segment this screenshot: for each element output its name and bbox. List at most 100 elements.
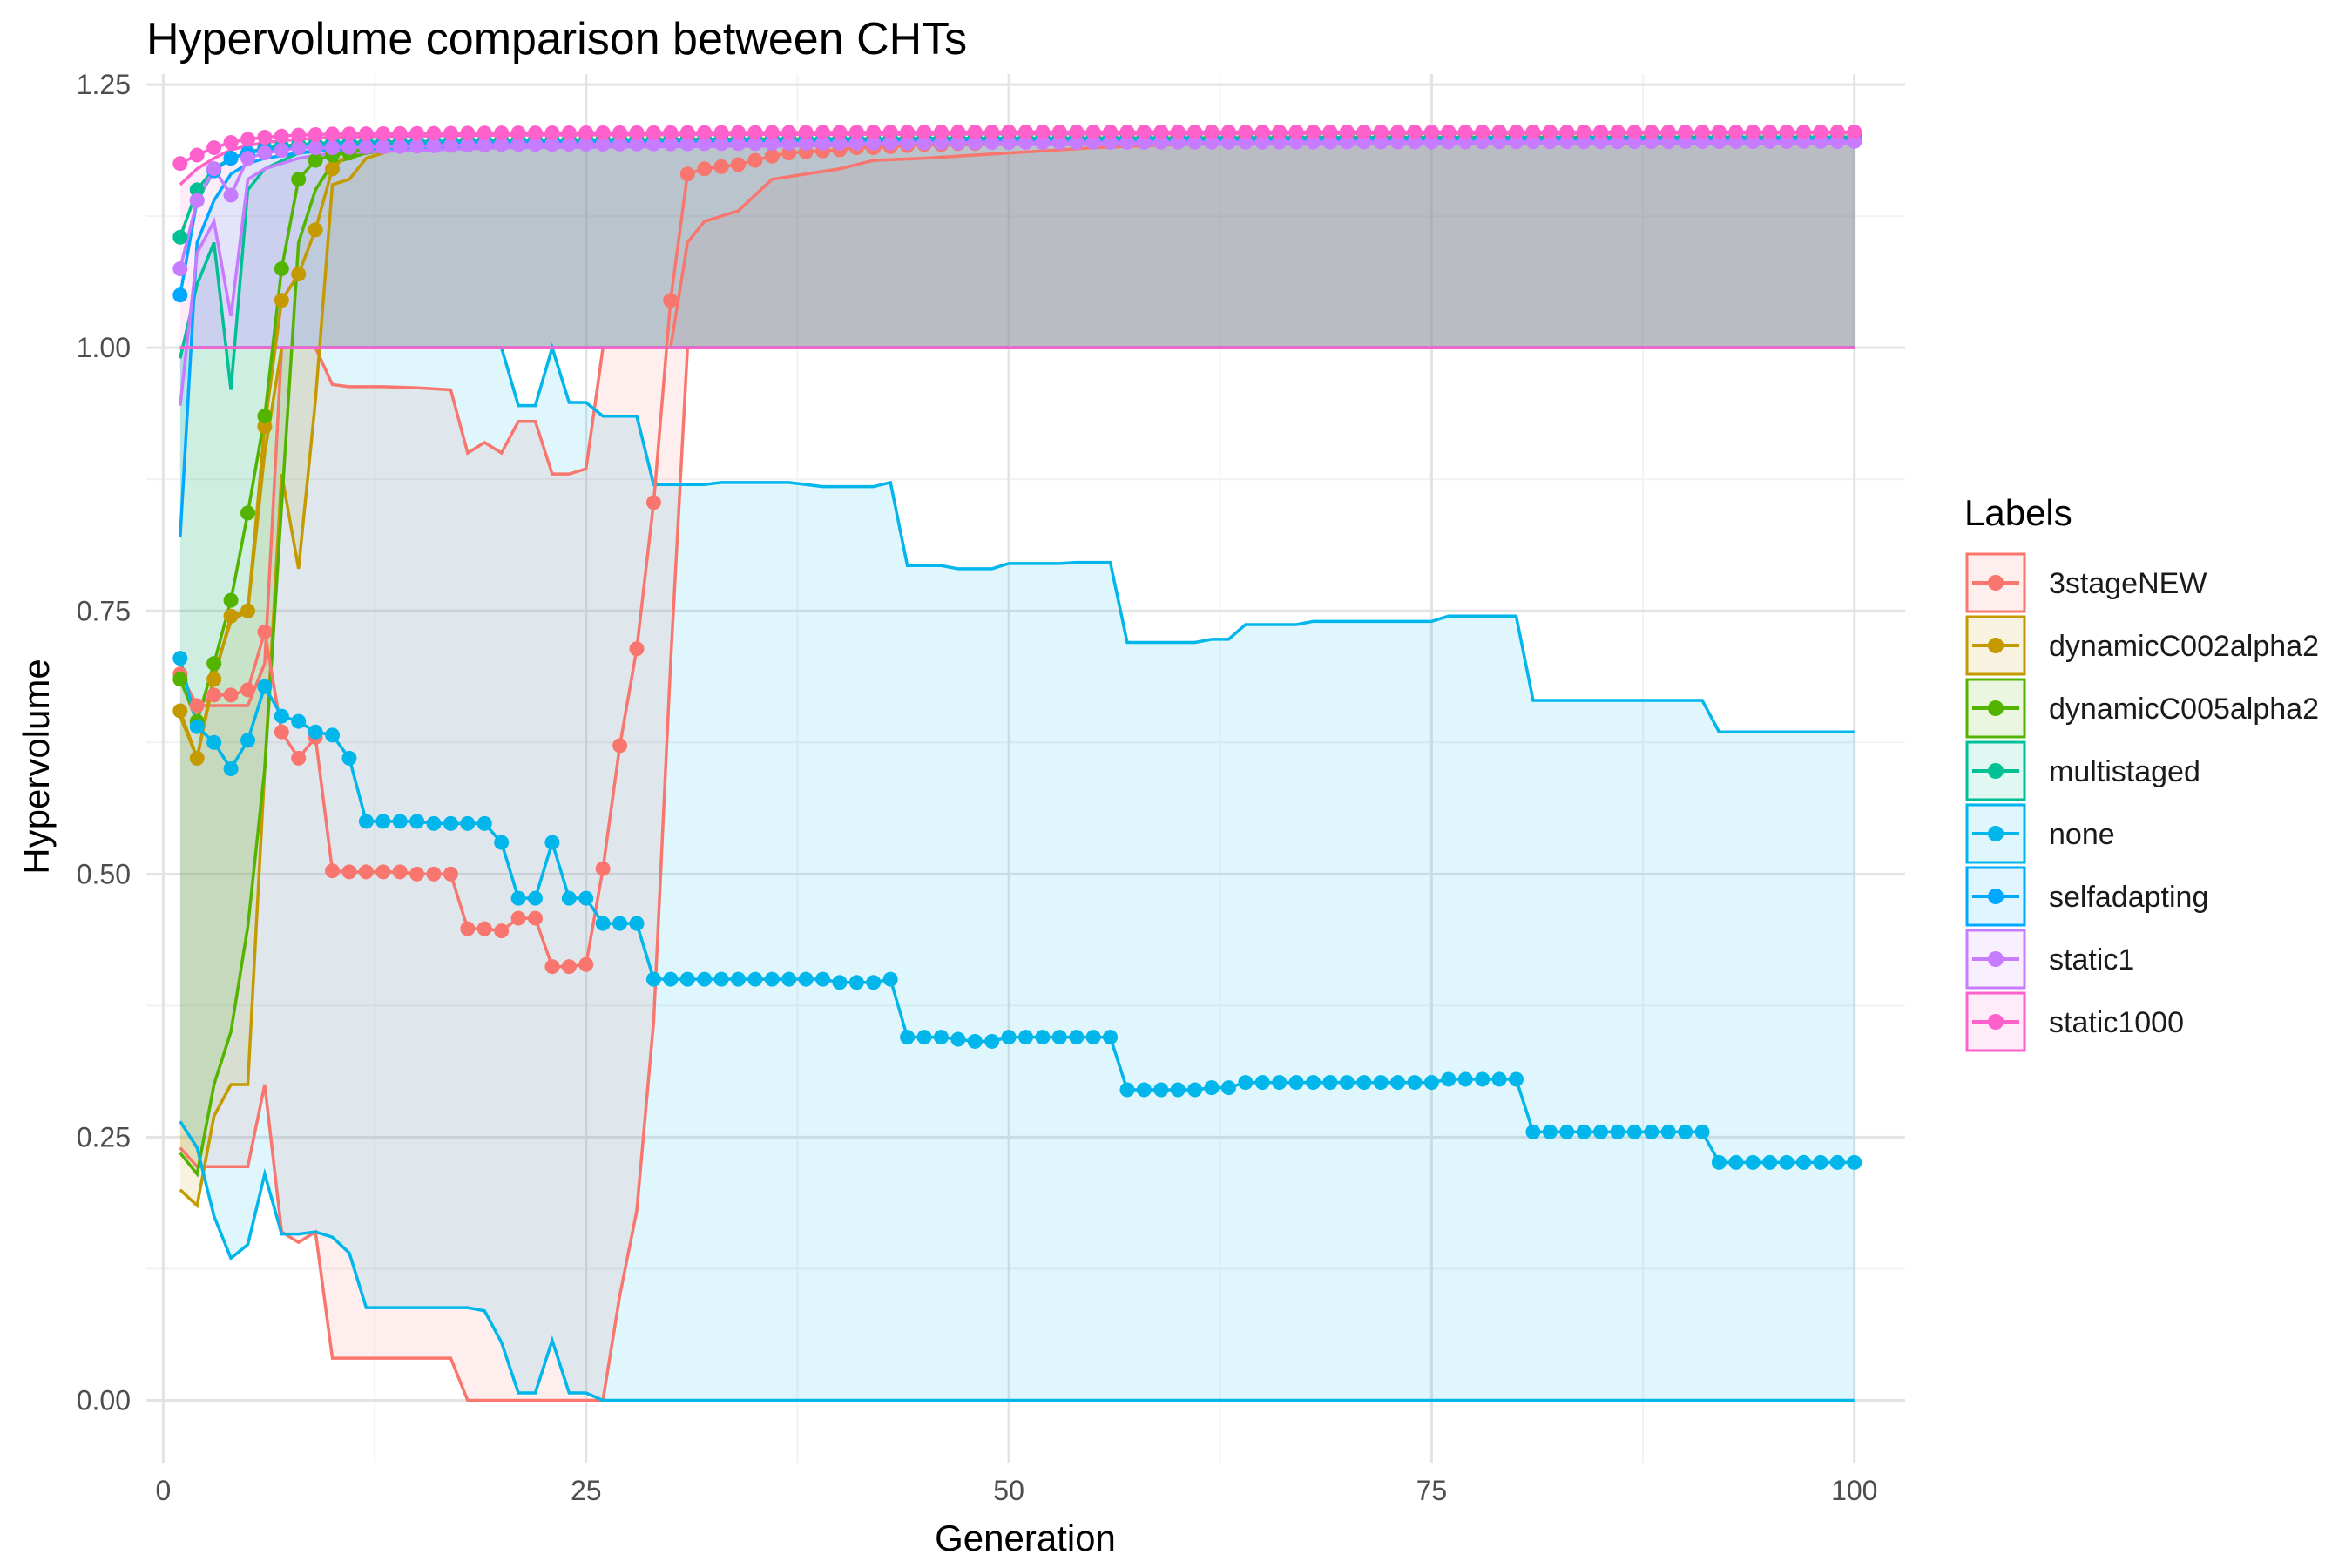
- point-dynamicC005alpha2: [240, 505, 255, 521]
- point-static1: [1051, 134, 1067, 150]
- point-none: [409, 814, 425, 829]
- point-3stageNEW: [510, 910, 526, 926]
- legend-label-multistaged: multistaged: [2049, 755, 2200, 788]
- band-selfadapting: [179, 141, 1855, 537]
- point-static1: [933, 135, 949, 151]
- point-static1: [1322, 134, 1338, 150]
- point-none: [1069, 1030, 1085, 1045]
- point-static1: [443, 138, 458, 153]
- point-none: [358, 814, 374, 829]
- point-none: [815, 971, 831, 987]
- point-static1000: [392, 125, 408, 141]
- point-static1: [866, 135, 882, 151]
- point-dynamicC002alpha2: [274, 293, 289, 308]
- point-static1000: [274, 128, 289, 144]
- point-static1000: [494, 125, 510, 141]
- mean-line-none: [179, 658, 1855, 1165]
- point-static1: [882, 135, 898, 151]
- point-none: [172, 651, 188, 666]
- point-static1000: [1728, 124, 1744, 139]
- point-static1000: [172, 156, 188, 172]
- point-none: [1423, 1075, 1439, 1091]
- x-axis-ticks: 0 25 50 75 100: [156, 1475, 1878, 1506]
- legend-label-3stageNEW: 3stageNEW: [2049, 567, 2207, 600]
- point-none: [274, 708, 289, 724]
- point-static1: [189, 193, 205, 208]
- point-none: [1847, 1154, 1862, 1170]
- point-static1: [1153, 134, 1169, 150]
- point-3stageNEW: [392, 864, 408, 880]
- point-none: [1001, 1030, 1017, 1045]
- point-3stageNEW: [291, 750, 307, 766]
- point-selfadapting: [172, 287, 188, 303]
- point-static1000: [1373, 124, 1389, 139]
- point-static1: [1170, 134, 1186, 150]
- point-static1000: [561, 125, 577, 141]
- point-none: [1356, 1075, 1372, 1091]
- point-3stageNEW: [764, 148, 780, 164]
- point-static1000: [950, 125, 966, 140]
- point-none: [189, 719, 205, 734]
- point-none: [866, 975, 882, 990]
- point-none: [612, 916, 628, 931]
- point-none: [1610, 1124, 1625, 1139]
- point-static1: [1103, 134, 1119, 150]
- point-none: [240, 733, 255, 748]
- band-3stageNEW: [179, 137, 1855, 1401]
- point-none: [1085, 1030, 1101, 1045]
- point-none: [984, 1033, 1000, 1049]
- point-static1: [798, 136, 814, 152]
- band-static1000: [179, 132, 1855, 348]
- point-static1000: [1745, 124, 1761, 139]
- x-tick-label: 100: [1831, 1475, 1877, 1506]
- y-axis-ticks: 0.00 0.25 0.50 0.75 1.00 1.25: [77, 69, 131, 1416]
- point-static1: [240, 151, 255, 166]
- point-static1: [713, 136, 729, 152]
- point-static1: [528, 137, 544, 152]
- legend-point-static1: [1988, 951, 2004, 967]
- point-static1: [561, 137, 577, 152]
- point-none: [645, 971, 661, 987]
- point-static1000: [1508, 124, 1524, 139]
- point-static1: [1069, 134, 1085, 150]
- point-none: [308, 724, 323, 740]
- point-static1000: [1306, 124, 1321, 139]
- point-static1000: [510, 125, 526, 141]
- point-static1000: [1475, 124, 1490, 139]
- point-none: [510, 890, 526, 906]
- point-static1000: [460, 125, 476, 141]
- point-static1: [375, 139, 391, 154]
- point-static1: [494, 137, 510, 152]
- point-3stageNEW: [257, 624, 273, 639]
- point-dynamicC002alpha2: [223, 608, 239, 624]
- point-static1: [832, 135, 848, 151]
- point-dynamicC005alpha2: [206, 656, 222, 672]
- legend-label-static1000: static1000: [2049, 1006, 2184, 1039]
- point-none: [1322, 1075, 1338, 1091]
- point-none: [1373, 1075, 1389, 1091]
- point-static1000: [1187, 124, 1203, 139]
- point-static1000: [1457, 124, 1473, 139]
- point-static1000: [1170, 124, 1186, 139]
- point-static1000: [1119, 124, 1135, 139]
- y-tick-label: 0.00: [77, 1385, 131, 1416]
- point-static1: [476, 137, 492, 152]
- legend-label-none: none: [2049, 818, 2115, 851]
- point-static1000: [1525, 124, 1541, 139]
- point-static1000: [1136, 124, 1152, 139]
- point-3stageNEW: [528, 910, 544, 926]
- point-none: [223, 761, 239, 776]
- point-static1000: [1103, 124, 1119, 139]
- point-static1000: [916, 125, 932, 140]
- point-static1000: [645, 125, 661, 140]
- point-none: [747, 971, 763, 987]
- point-static1000: [1085, 124, 1101, 139]
- point-none: [697, 971, 713, 987]
- y-tick-label: 0.25: [77, 1121, 131, 1152]
- point-static1: [747, 136, 763, 152]
- point-none: [1559, 1124, 1575, 1139]
- point-static1: [663, 136, 679, 152]
- point-none: [443, 815, 458, 831]
- point-dynamicC005alpha2: [257, 409, 273, 424]
- x-tick-label: 75: [1416, 1475, 1448, 1506]
